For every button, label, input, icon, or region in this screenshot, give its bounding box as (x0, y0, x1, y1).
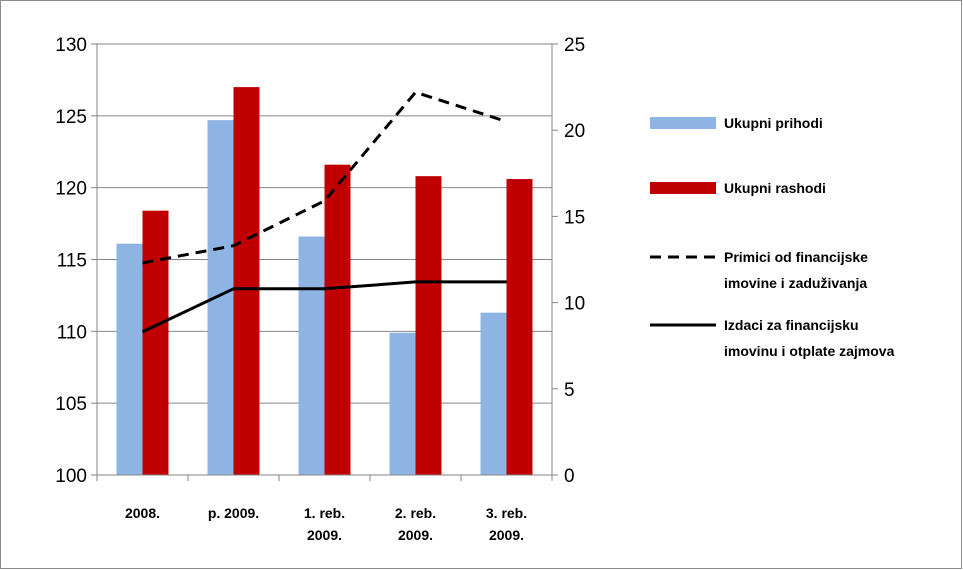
bar (415, 176, 442, 475)
left-tick-label: 130 (55, 35, 87, 56)
right-tick-label: 5 (564, 380, 575, 401)
legend-label: Izdaci za financijsku (724, 317, 859, 333)
lines (141, 90, 507, 334)
legend-swatch (650, 182, 716, 194)
bar (298, 236, 325, 475)
gridlines (97, 43, 552, 404)
legend-swatch (650, 117, 716, 129)
left-tick-label: 120 (55, 179, 87, 200)
legend-label: Ukupni prihodi (724, 115, 823, 131)
axes (91, 43, 558, 481)
bar (389, 332, 416, 475)
legend-label: imovine i zaduživanja (724, 275, 867, 291)
right-tick-label: 20 (564, 121, 585, 142)
bar (506, 179, 533, 475)
x-category-label: 2009. (307, 527, 342, 543)
bar (233, 87, 260, 475)
right-tick-label: 15 (564, 207, 585, 228)
x-category-label: 2009. (398, 527, 433, 543)
bar (480, 312, 507, 475)
right-tick-label: 10 (564, 294, 585, 315)
x-category-label: 1. reb. (304, 505, 345, 521)
x-category-label: p. 2009. (208, 505, 259, 521)
bar (324, 164, 351, 475)
x-category-label: 2008. (125, 505, 160, 521)
left-tick-label: 105 (55, 394, 87, 415)
right-tick-label: 25 (564, 35, 585, 56)
right-tick-label: 0 (564, 466, 575, 487)
legend-label: Primici od financijske (724, 249, 868, 265)
left-tick-label: 100 (55, 466, 87, 487)
legend-label: imovinu i otplate zajmova (724, 343, 895, 359)
left-tick-label: 115 (57, 251, 87, 272)
dashed-series-line (142, 90, 507, 265)
bar (207, 120, 234, 475)
left-tick-label: 125 (55, 107, 87, 128)
solid-series-line (141, 280, 507, 334)
bar (116, 243, 143, 475)
x-category-label: 3. reb. (486, 505, 527, 521)
left-tick-label: 110 (57, 322, 87, 343)
axis-labels: 100 105 110 115 120 125 130 0 5 10 15 20 25 2008. p. 2… (55, 35, 585, 543)
legend-label: Ukupni rashodi (724, 180, 826, 196)
bar (142, 210, 169, 476)
legend: Ukupni prihodi Ukupni rashodi Primici od f… (650, 115, 895, 359)
x-category-label: 2. reb. (395, 505, 436, 521)
x-category-label: 2009. (489, 527, 524, 543)
